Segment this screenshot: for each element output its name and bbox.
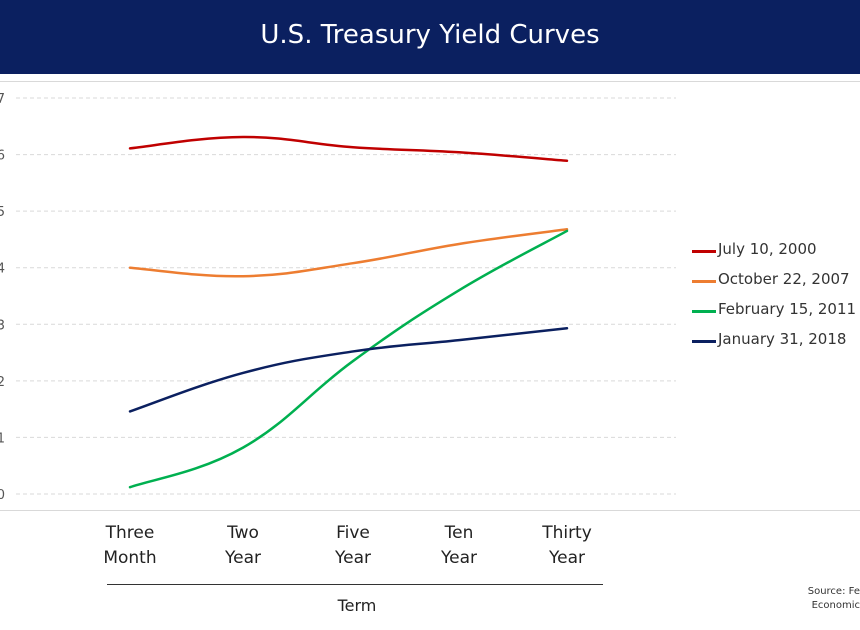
y-tick-label: 1 (0, 431, 5, 446)
series-line-4 (128, 326, 569, 413)
series-line-2 (128, 227, 569, 278)
bottom-divider (0, 510, 860, 511)
source-note: Source: Fe Economic (790, 585, 860, 613)
legend-label: October 22, 2007 (718, 270, 850, 288)
y-tick-label: 5 (0, 205, 5, 220)
x-axis-rule (107, 584, 603, 585)
legend-label: July 10, 2000 (718, 240, 817, 258)
x-tick-label: Thirty Year (542, 523, 592, 568)
y-tick-label: 2 (0, 375, 5, 390)
legend-label: February 15, 2011 (718, 300, 857, 318)
series-line-1 (128, 135, 569, 163)
y-tick-label: 6 (0, 149, 5, 164)
legend-swatch (692, 340, 716, 343)
title-banner: U.S. Treasury Yield Curves (0, 0, 860, 74)
legend-swatch (692, 280, 716, 283)
legend-label: January 31, 2018 (718, 330, 847, 348)
legend-swatch (692, 310, 716, 313)
x-tick-label: Five Year (335, 523, 371, 568)
y-tick-label: 4 (0, 262, 5, 277)
y-tick-label: 0 (0, 488, 5, 503)
source-line-2: Economic (811, 600, 860, 611)
x-tick-label: Three Month (103, 523, 157, 568)
x-axis-title: Term (337, 596, 377, 615)
series-line-3 (128, 229, 569, 489)
x-tick-label: Ten Year (441, 523, 477, 568)
y-tick-label: 3 (0, 318, 5, 333)
top-divider (0, 81, 860, 82)
x-tick-label: Two Year (225, 523, 261, 568)
legend-swatch (692, 250, 716, 253)
source-line-1: Source: Fe (807, 586, 860, 597)
y-tick-label: 7 (0, 92, 5, 107)
chart-title: U.S. Treasury Yield Curves (260, 20, 600, 50)
